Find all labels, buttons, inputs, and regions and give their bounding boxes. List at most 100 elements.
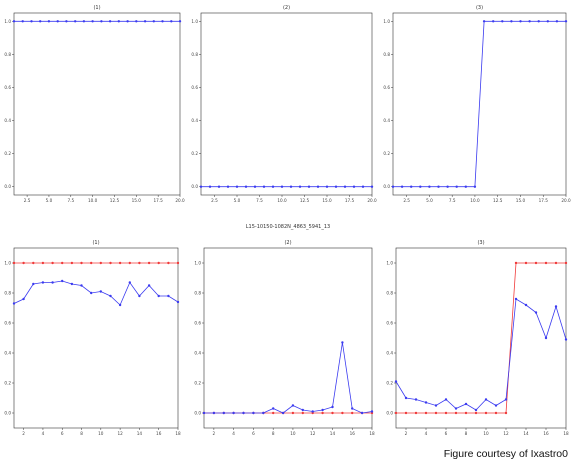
data-point-blue: [21, 20, 24, 23]
data-point-red: [12, 261, 16, 265]
x-tick-label: 2.5: [211, 198, 218, 203]
data-point-blue: [528, 20, 531, 23]
data-point-red: [351, 411, 354, 415]
x-tick-label: 2.5: [403, 198, 410, 203]
data-point-red: [80, 261, 83, 265]
data-point-red: [41, 261, 45, 265]
x-tick-label: 10: [290, 431, 296, 436]
x-tick-label: 2: [405, 431, 408, 436]
data-point-blue: [510, 20, 513, 23]
x-tick-label: 10: [483, 431, 489, 436]
data-point-blue: [61, 279, 64, 283]
figure-caption: Figure courtesy of Ixastro0: [443, 448, 568, 460]
data-point-blue: [514, 297, 518, 301]
data-point-blue: [232, 411, 235, 415]
y-tick-label: 0.6: [4, 321, 11, 326]
data-point-blue: [473, 185, 477, 188]
x-tick-label: 12: [117, 431, 123, 436]
data-point-blue: [316, 185, 320, 188]
data-point-blue: [504, 398, 508, 401]
data-point-red: [434, 411, 438, 415]
data-point-red: [474, 411, 478, 415]
data-point-blue: [334, 185, 338, 188]
x-tick-label: 20.0: [367, 198, 377, 203]
y-tick-label: 0.6: [191, 85, 198, 90]
data-point-red: [524, 261, 528, 265]
data-point-blue: [519, 20, 522, 23]
data-point-blue: [157, 294, 160, 298]
y-tick-label: 0.2: [4, 151, 11, 156]
data-point-red: [70, 261, 74, 265]
data-point-blue: [419, 185, 422, 188]
data-point-red: [554, 261, 558, 265]
data-point-red: [272, 411, 275, 415]
y-tick-label: 0.2: [386, 381, 393, 386]
x-tick-label: 15.0: [132, 198, 142, 203]
data-point-blue: [474, 408, 478, 412]
y-tick-label: 0.6: [386, 321, 393, 326]
data-point-blue: [109, 294, 112, 298]
x-tick-label: 16: [156, 431, 162, 436]
data-point-red: [61, 261, 64, 265]
data-point-red: [494, 411, 498, 415]
data-point-blue: [217, 185, 221, 188]
series-line-blue: [395, 298, 567, 411]
x-tick-label: 6: [252, 431, 255, 436]
x-tick-label: 5.0: [234, 198, 241, 203]
data-point-blue: [437, 185, 440, 188]
data-point-red: [444, 411, 448, 415]
x-tick-label: 16: [543, 431, 549, 436]
data-point-blue: [484, 398, 488, 401]
data-point-blue: [391, 185, 395, 188]
data-point-red: [564, 261, 568, 265]
panel-title: (3): [477, 240, 484, 246]
chart-panel-6: (3) 0.0 0.2 0.4 0.6 0.8 1.0 2 4 6 8 10 12 14 16 18: [386, 240, 569, 436]
data-point-blue: [325, 185, 329, 188]
data-point-blue: [176, 300, 180, 304]
data-point-red: [128, 261, 131, 265]
data-point-blue: [307, 185, 311, 188]
x-tick-label: 15.0: [322, 198, 332, 203]
figure-suptitle: L15-10150-1082N_4863_5941_13: [246, 224, 330, 230]
data-point-blue: [464, 185, 467, 188]
x-tick-label: 18: [175, 431, 181, 436]
x-tick-label: 7.5: [67, 198, 74, 203]
data-point-blue: [170, 20, 173, 23]
data-point-blue: [100, 20, 103, 23]
plot-frame: [13, 12, 181, 196]
data-point-red: [147, 261, 151, 265]
data-point-blue: [244, 185, 248, 188]
data-point-red: [118, 261, 122, 265]
y-tick-label: 0.0: [383, 184, 390, 189]
y-tick-label: 0.4: [194, 351, 201, 356]
y-tick-label: 0.4: [191, 118, 198, 123]
data-point-blue: [74, 20, 77, 23]
y-tick-label: 1.0: [194, 261, 201, 266]
data-point-blue: [178, 20, 182, 23]
x-tick-label: 7.5: [256, 198, 263, 203]
data-point-blue: [544, 336, 548, 340]
data-point-blue: [202, 411, 206, 415]
data-point-blue: [482, 20, 486, 23]
panel-title: (2): [283, 5, 290, 11]
data-point-blue: [424, 401, 428, 404]
plot-frame: [200, 12, 373, 196]
data-point-blue: [152, 20, 155, 23]
x-tick-label: 12.5: [300, 198, 310, 203]
x-tick-label: 2: [213, 431, 216, 436]
data-point-blue: [226, 185, 230, 188]
y-tick-label: 0.2: [191, 151, 198, 156]
data-point-blue: [546, 20, 549, 23]
y-tick-label: 0.8: [383, 52, 390, 57]
y-tick-label: 0.4: [386, 351, 393, 356]
x-tick-label: 17.5: [345, 198, 355, 203]
x-tick-label: 14: [330, 431, 336, 436]
data-point-blue: [281, 411, 285, 415]
data-point-blue: [252, 411, 255, 415]
chart-panel-3: (3) 0.0 0.2 0.4 0.6 0.8 1.0 2.5 5.0 7.5 10.0 12.5 15…: [383, 5, 571, 203]
panel-title: (1): [93, 5, 100, 11]
data-point-blue: [394, 380, 398, 383]
x-tick-label: 8: [465, 431, 468, 436]
data-point-blue: [222, 411, 225, 415]
y-tick-label: 0.6: [383, 85, 390, 90]
